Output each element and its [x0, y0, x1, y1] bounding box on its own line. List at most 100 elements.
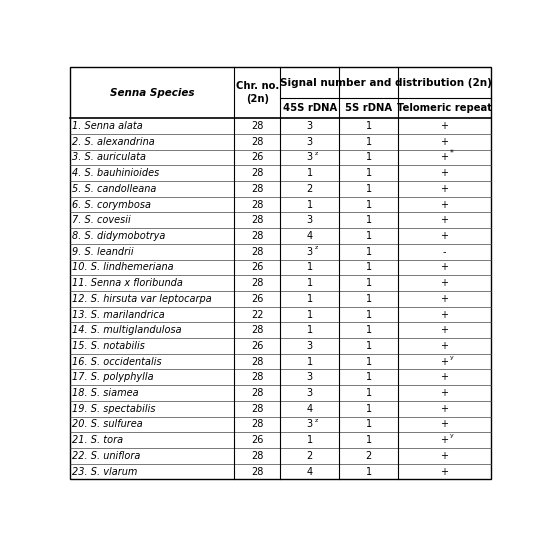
Text: 28: 28 — [251, 372, 264, 382]
Text: +: + — [440, 121, 448, 131]
Text: 9. S. leandrii: 9. S. leandrii — [72, 247, 134, 257]
Text: 28: 28 — [251, 168, 264, 178]
Text: 3: 3 — [307, 388, 313, 398]
Text: 28: 28 — [251, 357, 264, 367]
Text: 1: 1 — [366, 184, 372, 194]
Text: 28: 28 — [251, 215, 264, 225]
Text: 3: 3 — [307, 372, 313, 382]
Text: 6. S. corymbosa: 6. S. corymbosa — [72, 200, 151, 209]
Text: 1: 1 — [366, 388, 372, 398]
Text: 1: 1 — [307, 325, 313, 335]
Text: 3: 3 — [307, 121, 313, 131]
Text: 28: 28 — [251, 419, 264, 430]
Text: +: + — [440, 294, 448, 304]
Text: 28: 28 — [251, 247, 264, 257]
Text: +: + — [440, 309, 448, 320]
Text: +: + — [440, 372, 448, 382]
Text: 1: 1 — [366, 215, 372, 225]
Text: 1: 1 — [307, 200, 313, 209]
Text: y: y — [449, 433, 453, 438]
Text: 1: 1 — [307, 357, 313, 367]
Text: 28: 28 — [251, 184, 264, 194]
Text: 5. S. candolleana: 5. S. candolleana — [72, 184, 156, 194]
Text: 12. S. hirsuta var leptocarpa: 12. S. hirsuta var leptocarpa — [72, 294, 212, 304]
Text: 18. S. siamea: 18. S. siamea — [72, 388, 139, 398]
Text: 3: 3 — [307, 153, 313, 162]
Text: 28: 28 — [251, 278, 264, 288]
Text: 13. S. marilandrica: 13. S. marilandrica — [72, 309, 165, 320]
Text: +: + — [440, 153, 448, 162]
Text: 1: 1 — [307, 294, 313, 304]
Text: 28: 28 — [251, 466, 264, 477]
Text: 14. S. multiglandulosa: 14. S. multiglandulosa — [72, 325, 182, 335]
Text: 1: 1 — [366, 294, 372, 304]
Text: 26: 26 — [251, 262, 264, 273]
Text: +: + — [440, 325, 448, 335]
Text: 15. S. notabilis: 15. S. notabilis — [72, 341, 145, 351]
Text: 1: 1 — [366, 435, 372, 445]
Text: Senna Species: Senna Species — [110, 88, 194, 97]
Text: 28: 28 — [251, 137, 264, 147]
Text: 4: 4 — [307, 231, 313, 241]
Text: 11. Senna x floribunda: 11. Senna x floribunda — [72, 278, 183, 288]
Text: +: + — [440, 200, 448, 209]
Text: +: + — [440, 466, 448, 477]
Text: +: + — [440, 215, 448, 225]
Text: 1: 1 — [366, 357, 372, 367]
Text: +: + — [440, 137, 448, 147]
Text: 23. S. vlarum: 23. S. vlarum — [72, 466, 138, 477]
Text: 3: 3 — [307, 247, 313, 257]
Text: 1. Senna alata: 1. Senna alata — [72, 121, 143, 131]
Text: z: z — [315, 418, 318, 423]
Text: 10. S. lindhemeriana: 10. S. lindhemeriana — [72, 262, 174, 273]
Text: 1: 1 — [366, 372, 372, 382]
Text: 26: 26 — [251, 341, 264, 351]
Text: y: y — [449, 355, 453, 360]
Text: 17. S. polyphylla: 17. S. polyphylla — [72, 372, 153, 382]
Text: 28: 28 — [251, 325, 264, 335]
Text: +: + — [440, 168, 448, 178]
Text: 3. S. auriculata: 3. S. auriculata — [72, 153, 146, 162]
Text: 28: 28 — [251, 121, 264, 131]
Text: 1: 1 — [366, 168, 372, 178]
Text: 28: 28 — [251, 231, 264, 241]
Text: 1: 1 — [366, 466, 372, 477]
Text: +: + — [440, 435, 448, 445]
Text: 1: 1 — [366, 121, 372, 131]
Text: z: z — [315, 150, 318, 156]
Text: +: + — [440, 184, 448, 194]
Text: 1: 1 — [366, 200, 372, 209]
Text: 26: 26 — [251, 294, 264, 304]
Text: 1: 1 — [307, 262, 313, 273]
Text: 1: 1 — [366, 153, 372, 162]
Text: 1: 1 — [366, 309, 372, 320]
Text: Signal number and distribution (2n): Signal number and distribution (2n) — [280, 77, 491, 88]
Text: 8. S. didymobotrya: 8. S. didymobotrya — [72, 231, 165, 241]
Text: 1: 1 — [366, 231, 372, 241]
Text: 45S rDNA: 45S rDNA — [283, 103, 337, 113]
Text: 7. S. covesii: 7. S. covesii — [72, 215, 131, 225]
Text: +: + — [440, 278, 448, 288]
Text: 4: 4 — [307, 466, 313, 477]
Text: 21. S. tora: 21. S. tora — [72, 435, 123, 445]
Text: 28: 28 — [251, 404, 264, 414]
Text: z: z — [315, 245, 318, 250]
Text: -: - — [443, 247, 446, 257]
Text: 1: 1 — [307, 278, 313, 288]
Text: 1: 1 — [366, 247, 372, 257]
Text: 2: 2 — [366, 451, 372, 461]
Text: +: + — [440, 419, 448, 430]
Text: 3: 3 — [307, 215, 313, 225]
Text: 1: 1 — [366, 325, 372, 335]
Text: 1: 1 — [307, 309, 313, 320]
Text: 26: 26 — [251, 153, 264, 162]
Text: 2: 2 — [307, 184, 313, 194]
Text: 1: 1 — [307, 435, 313, 445]
Text: *: * — [449, 149, 453, 157]
Text: +: + — [440, 404, 448, 414]
Text: 1: 1 — [366, 419, 372, 430]
Text: +: + — [440, 388, 448, 398]
Text: +: + — [440, 357, 448, 367]
Text: 28: 28 — [251, 451, 264, 461]
Text: 1: 1 — [366, 262, 372, 273]
